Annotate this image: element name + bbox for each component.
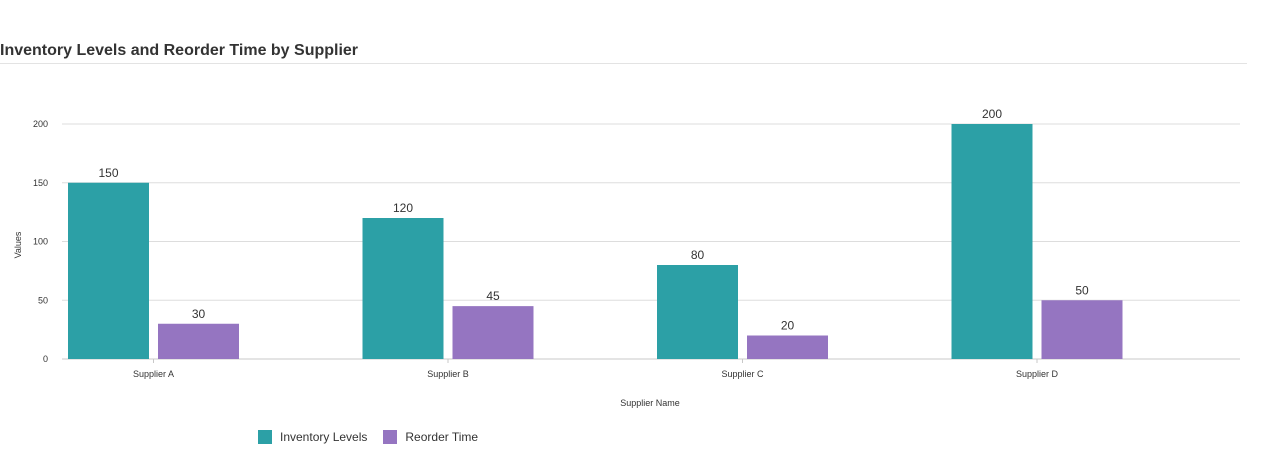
data-label-reorder-time: 50 [1075,283,1089,297]
legend-label-reorder-time: Reorder Time [405,430,479,444]
y-axis-ticks: 0 50 100 150 200 [33,119,48,364]
x-axis-categories: Supplier A Supplier B Supplier C Supplier D [133,359,1059,379]
x-category-label: Supplier D [1016,369,1059,379]
bar-reorder-time[interactable] [1041,300,1123,359]
data-label-inventory-levels: 80 [691,248,705,262]
data-labels: 150 30 120 45 80 20 200 50 [98,107,1089,333]
legend-item-reorder-time[interactable]: Reorder Time [383,430,478,444]
y-axis-title: Values [13,231,23,258]
bars [68,124,1123,359]
x-axis-title: Supplier Name [620,398,680,408]
x-category-label: Supplier C [721,369,764,379]
data-label-inventory-levels: 200 [982,107,1002,121]
y-tick-label: 150 [33,178,48,188]
gridlines [62,123,1240,360]
bar-inventory-levels[interactable] [951,124,1033,359]
data-label-inventory-levels: 120 [393,201,413,215]
bar-reorder-time[interactable] [747,335,828,360]
x-category-label: Supplier A [133,369,174,379]
bar-reorder-time[interactable] [158,323,239,359]
legend-swatch-inventory-levels [258,430,272,444]
legend: Inventory Levels Reorder Time [258,430,494,444]
bar-inventory-levels[interactable] [657,265,738,359]
legend-item-inventory-levels[interactable]: Inventory Levels [258,430,367,444]
y-tick-label: 50 [38,295,48,305]
y-tick-label: 100 [33,237,48,247]
data-label-reorder-time: 45 [486,289,500,303]
y-tick-label: 200 [33,119,48,129]
x-category-label: Supplier B [427,369,469,379]
bar-inventory-levels[interactable] [362,218,444,359]
data-label-reorder-time: 30 [192,307,206,321]
bar-inventory-levels[interactable] [68,182,149,359]
bar-reorder-time[interactable] [452,306,534,359]
bar-chart: 0 50 100 150 200 150 30 120 45 80 20 200 50 Supplie… [13,107,1240,408]
legend-swatch-reorder-time [383,430,398,444]
chart-title: Inventory Levels and Reorder Time by Sup… [0,42,359,59]
data-label-reorder-time: 20 [781,319,795,333]
title-divider [0,63,1247,64]
data-label-inventory-levels: 150 [98,166,118,180]
legend-label-inventory-levels: Inventory Levels [280,430,368,444]
y-tick-label: 0 [43,354,48,364]
